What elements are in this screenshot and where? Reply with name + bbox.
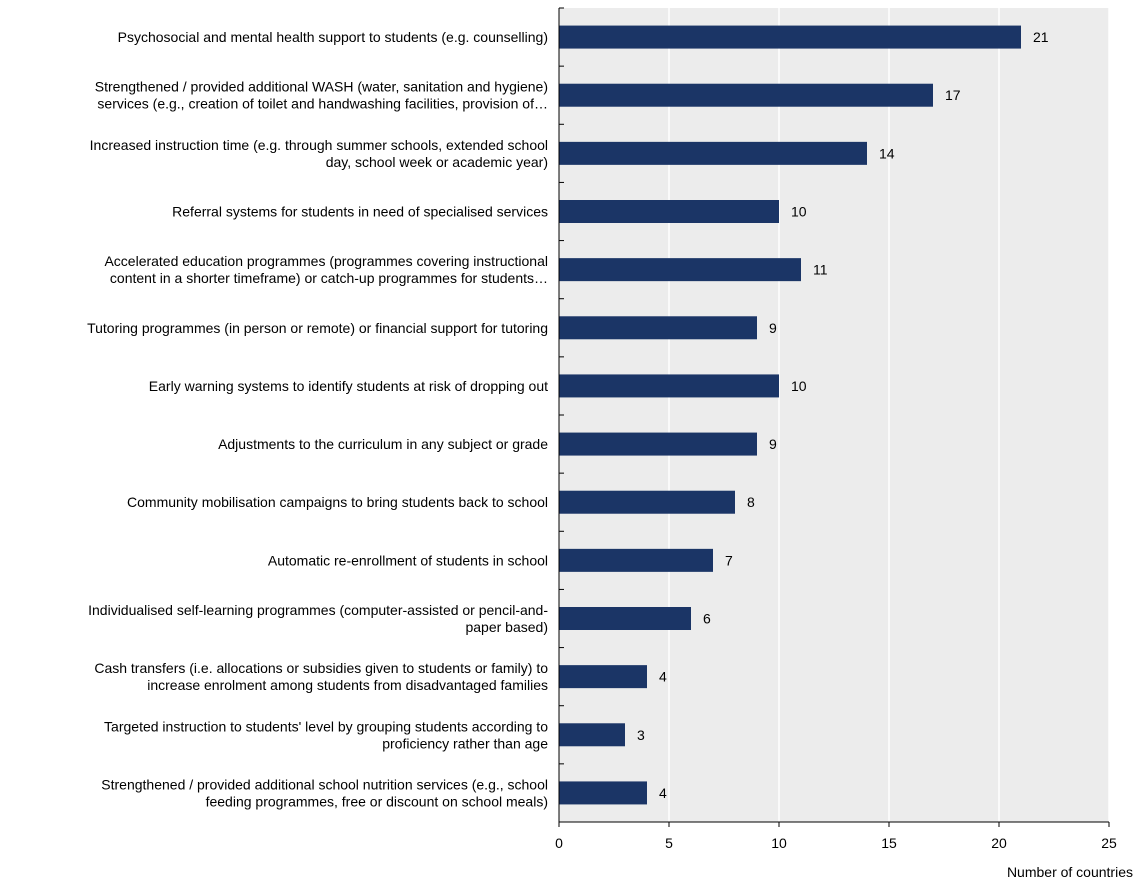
bar-value-label: 21 (1033, 29, 1049, 45)
category-label: Individualised self-learning programmes … (88, 602, 548, 635)
bar-value-label: 11 (813, 262, 828, 278)
category-label: Accelerated education programmes (progra… (104, 253, 548, 286)
category-label: Early warning systems to identify studen… (149, 378, 548, 394)
x-tick-label: 20 (991, 835, 1007, 851)
bar-value-label: 9 (769, 436, 777, 452)
category-labels-group: Psychosocial and mental health support t… (87, 29, 548, 809)
bar-value-label: 14 (879, 145, 895, 161)
bar-value-label: 9 (769, 320, 777, 336)
category-label: Psychosocial and mental health support t… (118, 29, 548, 45)
category-label: Increased instruction time (e.g. through… (90, 137, 548, 170)
bar-value-label: 6 (703, 611, 711, 627)
axes-group: 0 5 10 15 20 25 (555, 7, 1117, 851)
bar-value-label: 10 (791, 378, 807, 394)
x-tick-label: 10 (771, 835, 787, 851)
bar (559, 607, 691, 630)
bar (559, 316, 757, 340)
bar-value-label: 17 (945, 87, 961, 103)
category-label: Targeted instruction to students' level … (104, 718, 548, 751)
bar-value-label: 4 (659, 785, 667, 801)
bar (559, 83, 933, 107)
bar-value-label: 8 (747, 494, 755, 510)
bar (559, 200, 779, 223)
bars-group: 21 17 14 10 11 9 10 9 8 7 6 4 3 4 (559, 25, 1049, 805)
bar (559, 548, 713, 572)
x-tick-label: 25 (1101, 835, 1117, 851)
bar (559, 665, 647, 689)
bar (559, 25, 1021, 49)
bar (559, 490, 735, 514)
category-label: Automatic re-enrollment of students in s… (268, 552, 548, 568)
category-label: Community mobilisation campaigns to brin… (127, 494, 548, 510)
category-label: Strengthened / provided additional WASH … (95, 79, 548, 112)
x-tick-label: 0 (555, 835, 563, 851)
x-axis-title: Number of countries (1007, 864, 1133, 880)
category-label: Cash transfers (i.e. allocations or subs… (94, 660, 548, 693)
bar-value-label: 10 (791, 204, 807, 220)
bar (559, 723, 625, 747)
bar (559, 432, 757, 456)
category-label: Strengthened / provided additional schoo… (101, 776, 548, 809)
category-label: Adjustments to the curriculum in any sub… (218, 436, 548, 452)
x-tick-label: 15 (881, 835, 897, 851)
bar-value-label: 3 (637, 727, 645, 743)
bar (559, 781, 647, 805)
bar (559, 374, 779, 398)
plot-area (559, 8, 1109, 822)
bar (559, 141, 867, 165)
bar (559, 258, 801, 282)
category-label: Tutoring programmes (in person or remote… (87, 320, 548, 336)
category-label: Referral systems for students in need of… (172, 204, 548, 220)
x-tick-label: 5 (665, 835, 673, 851)
bar-value-label: 4 (659, 669, 667, 685)
bar-value-label: 7 (725, 552, 733, 568)
